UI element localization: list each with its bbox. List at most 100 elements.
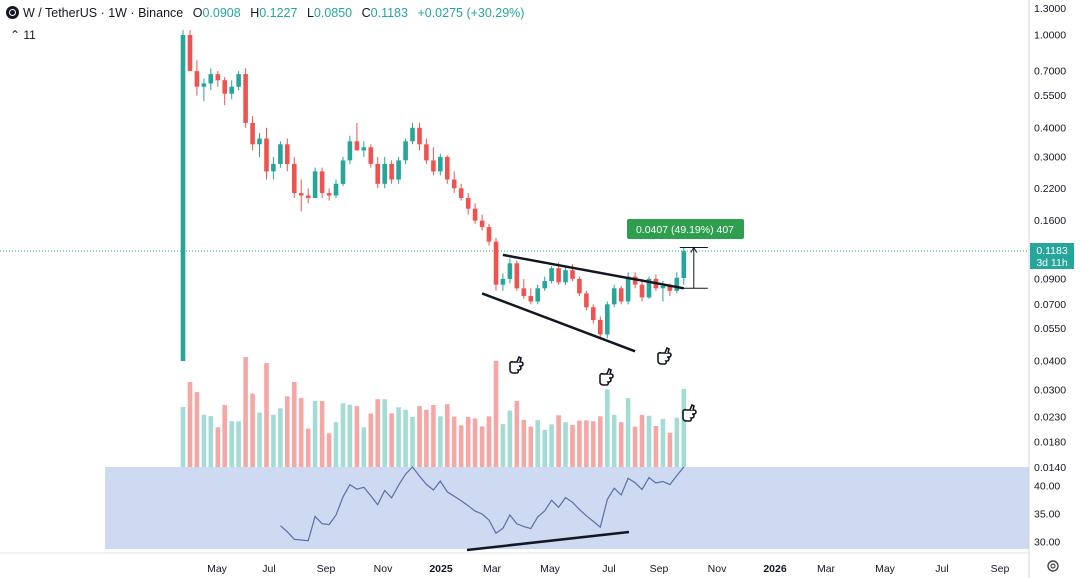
- candle-body: [298, 193, 304, 196]
- volume-bar: [375, 399, 380, 467]
- volume-bar: [319, 401, 325, 467]
- symbol-title[interactable]: W / TetherUS · 1W · Binance: [23, 6, 184, 20]
- candle-body: [201, 83, 207, 87]
- candle-body: [389, 163, 394, 180]
- rsi-divergence-line[interactable]: [466, 530, 630, 552]
- volume-bar: [507, 410, 513, 467]
- candle-body: [354, 141, 360, 151]
- volume-bar: [493, 360, 499, 467]
- volume-bar: [618, 422, 624, 467]
- volume-bar: [326, 433, 332, 467]
- candle-body: [535, 288, 540, 302]
- time-axis[interactable]: May Jul Sep Nov 2025 Mar May Jul Sep Nov 2026 Mar Ma…: [207, 563, 1009, 575]
- time-axis-label: Nov: [374, 563, 393, 575]
- trendline-lower-support[interactable]: [481, 292, 636, 353]
- candle-body: [361, 147, 367, 151]
- volume-bar: [354, 406, 360, 467]
- candle-body: [451, 179, 457, 189]
- candle-body: [326, 193, 332, 196]
- candle-body: [194, 71, 200, 87]
- volume-bar: [187, 382, 193, 467]
- candle-body: [646, 278, 652, 298]
- candle-body: [438, 156, 443, 172]
- volume-bar: [305, 428, 311, 467]
- rsi-panel-band: [105, 467, 1029, 549]
- candle-body: [500, 278, 506, 285]
- volume-bar: [368, 413, 374, 467]
- pointing-hand-icon: [509, 355, 524, 374]
- volume-bar: [639, 414, 645, 467]
- candle-body: [611, 288, 617, 305]
- chart-legend-header: W / TetherUS · 1W · Binance O0.0908 H0.1…: [6, 6, 524, 20]
- current-price-value: 0.1183: [1036, 245, 1067, 257]
- trendline-upper-resistance[interactable]: [502, 253, 685, 290]
- volume-bar: [431, 405, 436, 467]
- volume-bar: [653, 426, 659, 467]
- symbol-logo-icon: [6, 6, 19, 19]
- candle-body: [382, 163, 387, 184]
- price-axis-tick: 0.4000: [1034, 122, 1066, 134]
- candle-body: [660, 285, 666, 289]
- price-axis[interactable]: 1.3000 1.0000 0.7000 0.5500 0.4000 0.3000 0.22…: [1034, 3, 1066, 549]
- candle-body: [431, 160, 436, 172]
- time-axis-label: Mar: [483, 563, 502, 575]
- volume-bar: [611, 414, 617, 467]
- measure-tool-label[interactable]: 0.0407 (49.19%) 407: [627, 219, 744, 239]
- volume-bar: [417, 406, 422, 467]
- volume-bar: [472, 418, 478, 467]
- volume-bar: [194, 392, 200, 467]
- volume-bar: [681, 388, 687, 467]
- candle-body: [424, 144, 429, 161]
- candle-body: [292, 163, 297, 193]
- volume-bar: [278, 408, 283, 467]
- time-axis-label: Sep: [317, 563, 336, 575]
- candle-body: [403, 141, 408, 161]
- volume-bar: [292, 382, 297, 467]
- candle-body: [625, 276, 631, 302]
- rsi-axis-tick: 35.00: [1034, 509, 1060, 521]
- volume-bar: [556, 415, 561, 467]
- candle-body: [674, 277, 680, 291]
- open-value: 0.0908: [202, 6, 241, 20]
- settings-gear-icon[interactable]: [1047, 560, 1059, 572]
- volume-bar: [298, 398, 304, 467]
- volume-bar: [445, 404, 450, 467]
- volume-bar: [458, 425, 464, 467]
- candle-body: [305, 195, 311, 198]
- volume-bar: [514, 401, 520, 467]
- price-axis-tick: 0.0300: [1034, 385, 1066, 397]
- volume-bar: [271, 414, 276, 467]
- volume-bar: [667, 432, 673, 467]
- time-axis-label: Nov: [708, 563, 727, 575]
- price-axis-tick: 0.0900: [1034, 273, 1066, 285]
- candle-body: [236, 74, 241, 87]
- time-axis-label: Sep: [650, 563, 669, 575]
- volume-bar: [347, 404, 353, 467]
- candle-body: [577, 278, 582, 294]
- volume-bar: [361, 427, 367, 467]
- candle-body: [591, 307, 596, 320]
- candle-body: [632, 276, 638, 285]
- volume-bar: [570, 424, 575, 467]
- volume-bar: [577, 420, 582, 467]
- volume-bar: [222, 405, 227, 467]
- price-axis-tick: 0.0550: [1034, 323, 1066, 335]
- rsi-layer: [280, 466, 685, 542]
- volume-bar: [563, 422, 568, 467]
- time-axis-label: Jul: [262, 563, 275, 575]
- bar-countdown: 3d 11h: [1036, 257, 1067, 269]
- candle-body: [618, 288, 624, 302]
- high-value: 0.1227: [259, 6, 298, 20]
- candle-body: [639, 284, 645, 298]
- indicators-collapse-toggle[interactable]: ⌃ 11: [10, 28, 36, 42]
- time-axis-label: May: [540, 563, 561, 575]
- volume-bar: [250, 393, 255, 467]
- time-axis-label: Jul: [935, 563, 948, 575]
- price-axis-tick: 1.0000: [1034, 30, 1066, 42]
- price-axis-tick: 0.3000: [1034, 151, 1066, 163]
- candle-body: [347, 141, 353, 161]
- price-axis-tick: 0.1600: [1034, 215, 1066, 227]
- candle-body: [215, 74, 221, 81]
- rsi-line: [280, 466, 685, 542]
